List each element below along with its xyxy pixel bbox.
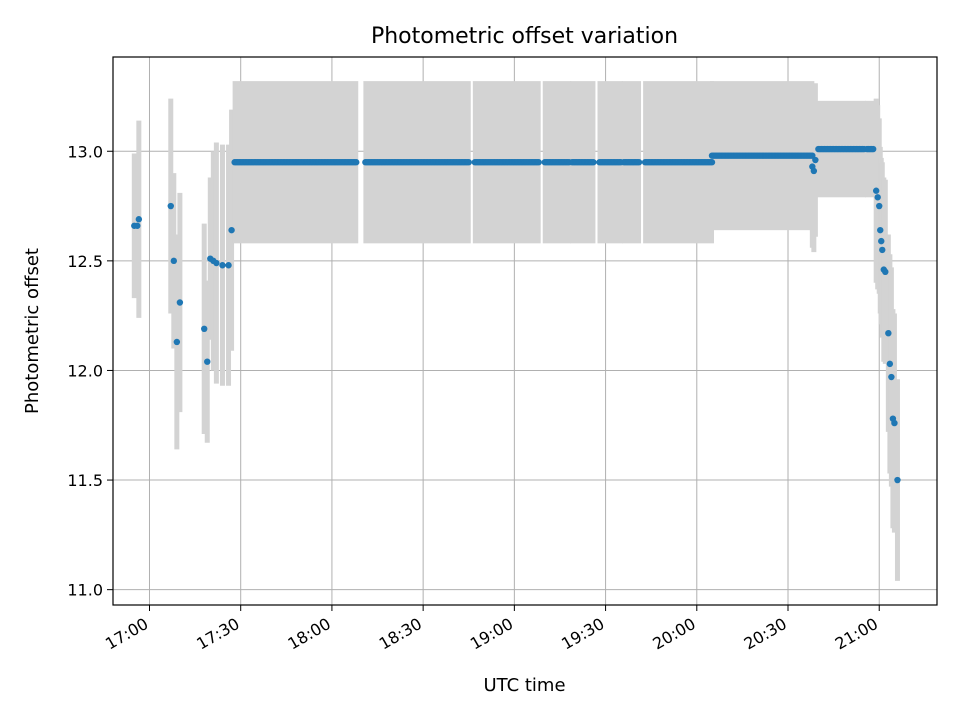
data-point bbox=[876, 202, 883, 210]
data-points bbox=[131, 145, 901, 484]
data-point bbox=[176, 299, 184, 306]
data-point bbox=[134, 222, 141, 229]
data-point bbox=[872, 187, 880, 194]
data-point bbox=[869, 145, 877, 153]
data-point bbox=[225, 262, 232, 269]
data-point bbox=[201, 325, 208, 333]
data-point bbox=[204, 358, 211, 365]
data-point bbox=[173, 338, 181, 346]
data-point bbox=[810, 167, 818, 175]
data-point bbox=[708, 159, 716, 166]
chart-title: Photometric offset variation bbox=[371, 24, 678, 49]
y-tick-label: 12.0 bbox=[67, 361, 103, 380]
y-tick-label: 11.5 bbox=[67, 471, 103, 490]
data-point bbox=[878, 237, 885, 245]
y-axis-label: Photometric offset bbox=[22, 248, 43, 414]
data-point bbox=[886, 360, 894, 368]
data-point bbox=[885, 329, 892, 337]
data-point bbox=[635, 159, 643, 166]
data-point bbox=[877, 226, 884, 234]
data-point bbox=[888, 373, 895, 381]
data-point bbox=[167, 202, 174, 210]
data-point bbox=[535, 159, 542, 166]
data-point bbox=[874, 194, 881, 201]
y-tick-label: 12.5 bbox=[67, 252, 103, 271]
data-point bbox=[891, 419, 898, 427]
data-point bbox=[170, 257, 178, 265]
data-point bbox=[219, 262, 226, 269]
data-point bbox=[135, 216, 143, 223]
y-tick-label: 13.0 bbox=[67, 142, 103, 161]
data-point bbox=[228, 226, 235, 234]
data-point bbox=[590, 159, 597, 166]
data-point bbox=[879, 246, 886, 254]
data-point bbox=[213, 259, 220, 267]
data-point bbox=[465, 159, 472, 166]
data-point bbox=[882, 268, 889, 276]
plot-frame bbox=[112, 56, 938, 606]
x-axis-label: UTC time bbox=[483, 675, 565, 696]
y-tick-label: 11.0 bbox=[67, 581, 103, 600]
y-axis-ticks: 11.0 11.5 12.0 12.5 13.0 bbox=[67, 142, 113, 600]
data-point bbox=[353, 159, 360, 166]
data-point bbox=[894, 476, 901, 484]
data-point bbox=[809, 152, 816, 159]
